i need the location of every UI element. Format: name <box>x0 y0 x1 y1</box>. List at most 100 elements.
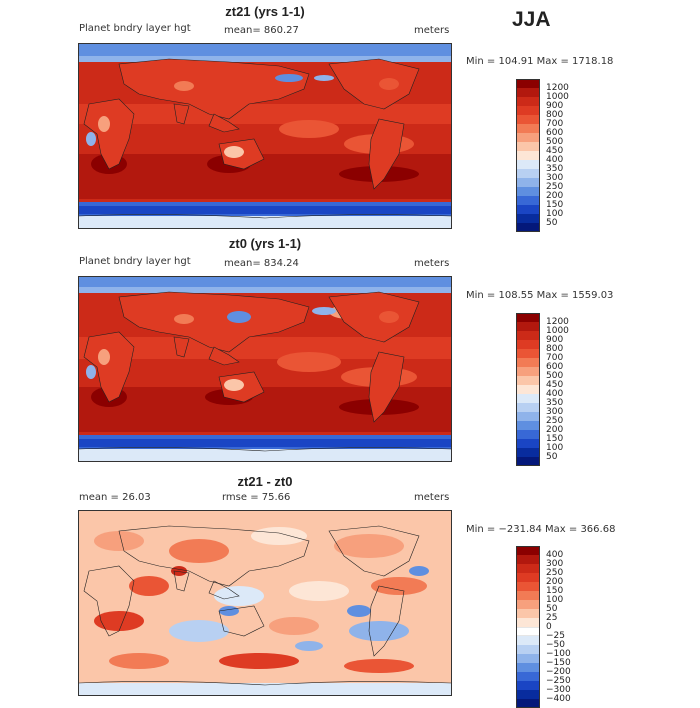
colorbar-swatch <box>516 223 540 232</box>
colorbar-swatch <box>516 645 540 654</box>
colorbar-swatch <box>516 564 540 573</box>
colorbar-label: 50 <box>546 452 558 462</box>
colorbar-label: 700 <box>546 119 564 129</box>
colorbar-swatch <box>516 681 540 690</box>
colorbar-label: 300 <box>546 173 564 183</box>
colorbar-label: 150 <box>546 586 564 596</box>
colorbar-swatch <box>516 591 540 600</box>
colorbar-zt21: 1200 1000 900 800 700 600 500 450 400 350 300 250 20… <box>516 79 596 232</box>
colorbar-swatch <box>516 133 540 142</box>
colorbar-swatch <box>516 627 540 636</box>
colorbar-label: 350 <box>546 398 564 408</box>
colorbar-swatch <box>516 97 540 106</box>
panel-units-label: meters <box>414 492 450 503</box>
colorbar-label: −100 <box>546 649 571 659</box>
colorbar-label: −50 <box>546 640 565 650</box>
colorbar-label: −400 <box>546 694 571 704</box>
panel-title: zt21 - zt0 <box>237 474 293 489</box>
map-panel-zt21 <box>78 43 452 229</box>
colorbar-label: 450 <box>546 146 564 156</box>
panel-minmax: Min = 108.55 Max = 1559.03 <box>466 290 614 301</box>
colorbar-label: 0 <box>546 622 552 632</box>
panel-minmax: Min = 104.91 Max = 1718.18 <box>466 56 614 67</box>
colorbar-label: 1000 <box>546 92 569 102</box>
colorbar-swatch <box>516 672 540 681</box>
colorbar-swatch <box>516 79 540 88</box>
colorbar-swatch <box>516 124 540 133</box>
colorbar-swatch <box>516 448 540 457</box>
colorbar-label: −150 <box>546 658 571 668</box>
colorbar-swatch <box>516 430 540 439</box>
colorbar-swatch <box>516 403 540 412</box>
colorbar-label: 800 <box>546 110 564 120</box>
colorbar-outline <box>516 313 540 466</box>
colorbar-swatch <box>516 555 540 564</box>
colorbar-swatch <box>516 205 540 214</box>
panel-minmax: Min = −231.84 Max = 366.68 <box>466 524 616 535</box>
map-field <box>79 44 451 228</box>
colorbar-swatch <box>516 654 540 663</box>
season-label: JJA <box>512 8 551 31</box>
colorbar-swatch <box>516 160 540 169</box>
colorbar-label: 900 <box>546 335 564 345</box>
panel-title: zt0 (yrs 1-1) <box>228 236 302 251</box>
colorbar-label: 25 <box>546 613 558 623</box>
colorbar-label: −250 <box>546 676 571 686</box>
colorbar-label: 800 <box>546 344 564 354</box>
colorbar-label: 600 <box>546 128 564 138</box>
colorbar-label: 1000 <box>546 326 569 336</box>
colorbar-label: 600 <box>546 362 564 372</box>
map-panel-diff <box>78 510 452 696</box>
colorbar-label: 200 <box>546 191 564 201</box>
colorbar-label: 400 <box>546 155 564 165</box>
colorbar-label: 200 <box>546 425 564 435</box>
colorbar-swatch <box>516 376 540 385</box>
colorbar-label: 500 <box>546 137 564 147</box>
panel-mean-label: mean= 834.24 <box>224 258 299 269</box>
panel-mean-label: mean = 26.03 <box>79 492 151 503</box>
colorbar-swatch <box>516 421 540 430</box>
colorbar-swatch <box>516 106 540 115</box>
colorbar-swatch <box>516 322 540 331</box>
colorbar-label: 100 <box>546 443 564 453</box>
colorbar-swatch <box>516 358 540 367</box>
colorbar-swatch <box>516 214 540 223</box>
colorbar-outline <box>516 79 540 232</box>
colorbar-swatch <box>516 340 540 349</box>
colorbar-outline <box>516 546 540 708</box>
colorbar-swatch <box>516 178 540 187</box>
colorbar-label: 300 <box>546 407 564 417</box>
colorbar-zt0: 1200 1000 900 800 700 600 500 450 400 350 300 250 20… <box>516 313 596 466</box>
colorbar-swatch <box>516 313 540 322</box>
colorbar-swatch <box>516 412 540 421</box>
colorbar-swatch <box>516 142 540 151</box>
colorbar-swatch <box>516 439 540 448</box>
colorbar-swatch <box>516 663 540 672</box>
colorbar-label: 250 <box>546 182 564 192</box>
colorbar-label: 250 <box>546 416 564 426</box>
colorbar-swatch <box>516 151 540 160</box>
colorbar-swatch <box>516 573 540 582</box>
colorbar-swatch <box>516 618 540 627</box>
colorbar-swatch <box>516 367 540 376</box>
colorbar-label: −25 <box>546 631 565 641</box>
colorbar-label: 400 <box>546 550 564 560</box>
colorbar-diff: 400 300 250 200 150 100 50 25 0 −25 −50 −100 −150 −20… <box>516 546 596 708</box>
colorbar-swatch <box>516 115 540 124</box>
colorbar-label: 400 <box>546 389 564 399</box>
colorbar-swatch <box>516 385 540 394</box>
colorbar-swatch <box>516 582 540 591</box>
colorbar-label: 200 <box>546 577 564 587</box>
colorbar-swatch <box>516 169 540 178</box>
colorbar-swatch <box>516 88 540 97</box>
colorbar-swatch <box>516 636 540 645</box>
colorbar-label: 150 <box>546 434 564 444</box>
colorbar-label: 50 <box>546 604 558 614</box>
colorbar-label: 500 <box>546 371 564 381</box>
colorbar-swatch <box>516 394 540 403</box>
colorbar-label: 700 <box>546 353 564 363</box>
colorbar-label: 300 <box>546 559 564 569</box>
panel-variable-label: Planet bndry layer hgt <box>79 23 191 34</box>
colorbar-swatch <box>516 331 540 340</box>
colorbar-swatch <box>516 546 540 555</box>
